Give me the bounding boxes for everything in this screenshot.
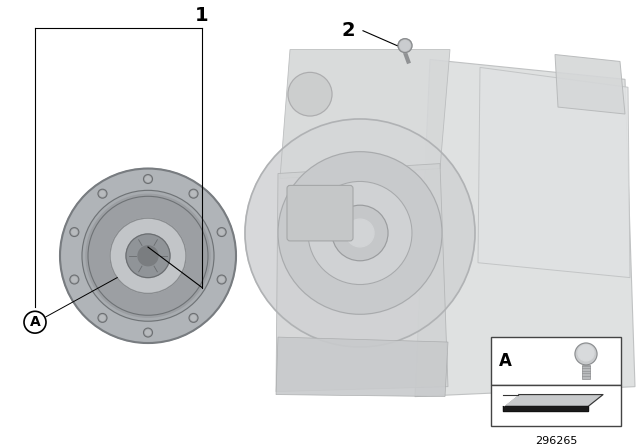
Circle shape (346, 219, 374, 247)
Text: 2: 2 (341, 21, 355, 40)
Circle shape (98, 314, 107, 323)
Text: A: A (29, 315, 40, 329)
Polygon shape (555, 55, 625, 114)
Circle shape (245, 119, 475, 347)
Circle shape (217, 228, 226, 237)
Circle shape (575, 343, 597, 365)
Circle shape (191, 315, 196, 320)
FancyBboxPatch shape (287, 185, 353, 241)
Circle shape (332, 205, 388, 261)
Circle shape (70, 275, 79, 284)
Polygon shape (276, 164, 448, 392)
Bar (491, 385, 621, 426)
Circle shape (217, 275, 226, 284)
Circle shape (100, 315, 105, 320)
Circle shape (126, 234, 170, 278)
Polygon shape (276, 337, 448, 396)
Polygon shape (478, 67, 630, 278)
Circle shape (72, 229, 77, 235)
Polygon shape (280, 50, 450, 178)
Circle shape (100, 191, 105, 196)
Polygon shape (503, 395, 603, 406)
Circle shape (219, 277, 224, 282)
Text: 296265: 296265 (535, 436, 577, 446)
Circle shape (82, 190, 214, 321)
Circle shape (219, 229, 224, 235)
Circle shape (143, 328, 152, 337)
Circle shape (191, 191, 196, 196)
Circle shape (24, 311, 46, 333)
Circle shape (398, 39, 412, 52)
Circle shape (278, 152, 442, 314)
Circle shape (72, 277, 77, 282)
Circle shape (189, 314, 198, 323)
Circle shape (138, 246, 158, 266)
Polygon shape (503, 406, 588, 411)
Circle shape (145, 330, 150, 335)
Bar (582, 365, 590, 379)
Polygon shape (503, 395, 518, 406)
Circle shape (86, 194, 210, 317)
Circle shape (308, 181, 412, 284)
Bar (491, 337, 621, 385)
Circle shape (143, 175, 152, 184)
Circle shape (60, 168, 236, 343)
Polygon shape (415, 60, 635, 396)
Circle shape (98, 189, 107, 198)
Circle shape (145, 177, 150, 181)
Circle shape (189, 189, 198, 198)
Circle shape (400, 41, 410, 51)
Circle shape (578, 345, 594, 361)
Text: 1: 1 (195, 6, 209, 26)
Circle shape (110, 218, 186, 293)
Circle shape (288, 73, 332, 116)
Text: A: A (499, 352, 511, 370)
Circle shape (70, 228, 79, 237)
